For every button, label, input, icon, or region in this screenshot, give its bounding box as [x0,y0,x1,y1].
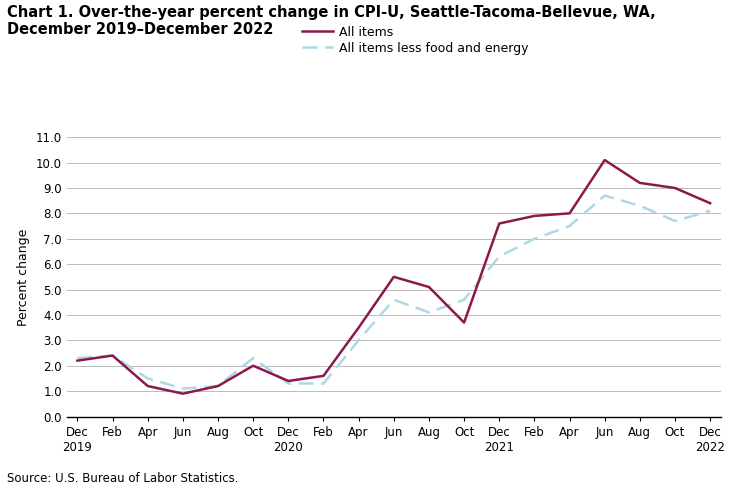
All items less food and energy [670,218,679,224]
All items less food and energy [600,193,609,198]
All items [73,358,82,364]
All items less food and energy [495,254,504,260]
All items [424,284,433,290]
Text: Source: U.S. Bureau of Labor Statistics.: Source: U.S. Bureau of Labor Statistics. [7,472,239,485]
All items less food and energy [249,355,258,361]
All items less food and energy [354,338,363,343]
Text: Chart 1. Over-the-year percent change in CPI-U, Seattle-Tacoma-Bellevue, WA,
Dec: Chart 1. Over-the-year percent change in… [7,5,656,37]
All items [249,363,258,368]
All items [530,213,539,219]
Legend: All items, All items less food and energy: All items, All items less food and energ… [302,26,529,55]
All items [600,157,609,163]
All items [495,220,504,226]
Line: All items less food and energy: All items less food and energy [77,196,710,389]
All items [565,210,574,216]
All items less food and energy [284,381,293,387]
All items less food and energy [178,386,187,392]
All items [143,383,152,389]
All items [213,383,222,389]
All items [108,353,117,359]
All items less food and energy [389,297,398,303]
All items [706,200,715,206]
All items [389,274,398,280]
All items [670,185,679,191]
All items [354,325,363,331]
All items [635,180,644,186]
All items less food and energy [108,353,117,359]
Line: All items: All items [77,160,710,393]
All items less food and energy [73,355,82,361]
All items less food and energy [424,310,433,316]
All items less food and energy [706,208,715,214]
All items less food and energy [635,203,644,209]
All items less food and energy [530,236,539,242]
All items less food and energy [143,375,152,381]
All items [460,319,469,325]
All items [178,391,187,396]
All items [284,378,293,384]
All items [319,373,328,379]
All items less food and energy [460,297,469,303]
Y-axis label: Percent change: Percent change [17,228,30,325]
All items less food and energy [213,383,222,389]
All items less food and energy [319,381,328,387]
All items less food and energy [565,223,574,229]
